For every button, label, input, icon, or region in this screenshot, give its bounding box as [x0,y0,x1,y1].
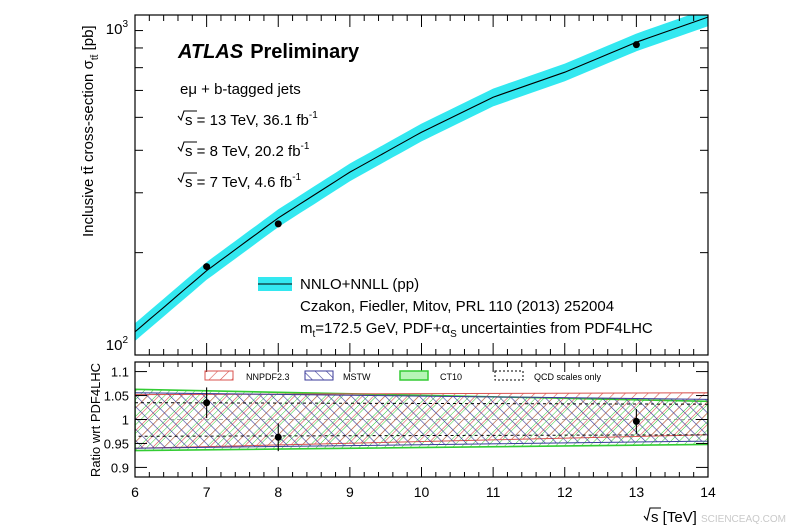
ratio-ytick-label: 1.05 [104,389,129,404]
ratio-legend: NNPDF2.3 MSTW CT10 QCD scales only [204,370,602,382]
sqrt-symbol-icon [177,141,197,153]
legend-ct10-swatch [399,370,429,381]
theory-curve-layer [135,16,708,333]
ratio-y-axis-title: Ratio wrt PDF4LHC [88,363,103,477]
dataset-8tev: s = 8 TeV, 20.2 fb-1 [177,141,310,160]
xtick-label: 7 [203,484,211,500]
sqrt-symbol-icon [643,507,661,522]
main-legend: NNLO+NNLL (pp) Czakon, Fiedler, Mitov, P… [258,276,653,340]
xtick-label: 9 [346,484,354,500]
legend-uncertainty-note: mt=172.5 GeV, PDF+αS uncertainties from … [300,320,653,340]
ratio-ytick-label: 0.95 [104,436,129,451]
pdf-ratio-bands-layer [135,388,708,452]
xtick-label: 10 [414,484,430,500]
ratio-point [274,433,282,441]
ratio-ytick-label: 1.1 [111,365,129,380]
main-y-axis-title: Inclusive tt̄ cross-section σtt̄ [pb] [80,25,101,237]
theory-central-curve [135,16,708,333]
x-axis-title: s [TeV] [643,507,697,526]
dataset-7tev: s = 7 TeV, 4.6 fb-1 [177,172,302,191]
legend-nnpdf-swatch [204,370,234,381]
ratio-ytick-label: 1 [122,413,129,428]
channel-label: eμ + b-tagged jets [180,81,301,98]
legend-nnpdf-label: NNPDF2.3 [246,372,290,382]
mstw-band [135,392,708,449]
sqrt-symbol-icon [177,172,197,184]
ytick-label-1000: 103 [106,19,129,38]
svg-text:s = 8 TeV, 20.2 fb-1: s = 8 TeV, 20.2 fb-1 [185,141,310,160]
measurement-point [203,263,211,271]
measurement-point [274,220,282,228]
svg-text:s = 7 TeV, 4.6 fb-1: s = 7 TeV, 4.6 fb-1 [185,172,302,191]
sqrt-symbol-icon [177,110,197,122]
ratio-axis-ticks [134,362,709,477]
dataset-13tev: s = 13 TeV, 36.1 fb-1 [177,110,318,129]
atlas-label: ATLAS Preliminary [177,41,360,63]
watermark: SCIENCEAQ.COM [701,514,786,525]
main-axis-ticks [134,14,709,356]
xtick-label: 6 [131,484,139,500]
ratio-points-layer [203,387,640,452]
ratio-ytick-labels: 0.9 0.95 1 1.05 1.1 [104,365,129,476]
xtick-label: 11 [486,484,501,500]
svg-text:s [TeV]: s [TeV] [651,509,697,526]
measurement-point [632,41,640,49]
xtick-label: 12 [557,484,573,500]
legend-mstw-swatch [304,370,334,381]
xtick-label: 8 [274,484,282,500]
svg-text:s = 13 TeV, 36.1 fb-1: s = 13 TeV, 36.1 fb-1 [185,110,318,129]
ratio-xtick-labels: 6 7 8 9 10 11 12 13 14 [131,484,716,500]
legend-ct10-label: CT10 [440,372,462,382]
ratio-point [632,417,640,425]
legend-qcd-swatch [494,370,524,381]
main-plot-panel: 103 102 Inclusive tt̄ cross-section σtt̄… [80,14,709,356]
measurement-points-layer [203,41,640,271]
xtick-label: 13 [629,484,645,500]
ratio-plot-panel: Ratio wrt PDF4LHC NNPDF2.3 MSTW CT10 QCD… [88,361,716,526]
xtick-label: 14 [700,484,716,500]
ratio-ytick-label: 0.9 [111,460,129,475]
legend-reference: Czakon, Fiedler, Mitov, PRL 110 (2013) 2… [300,298,614,315]
legend-theory-label: NNLO+NNLL (pp) [300,276,419,293]
legend-qcd-label: QCD scales only [534,372,602,382]
legend-mstw-label: MSTW [343,372,371,382]
ytick-label-100: 102 [106,335,129,354]
ratio-point [203,399,211,407]
